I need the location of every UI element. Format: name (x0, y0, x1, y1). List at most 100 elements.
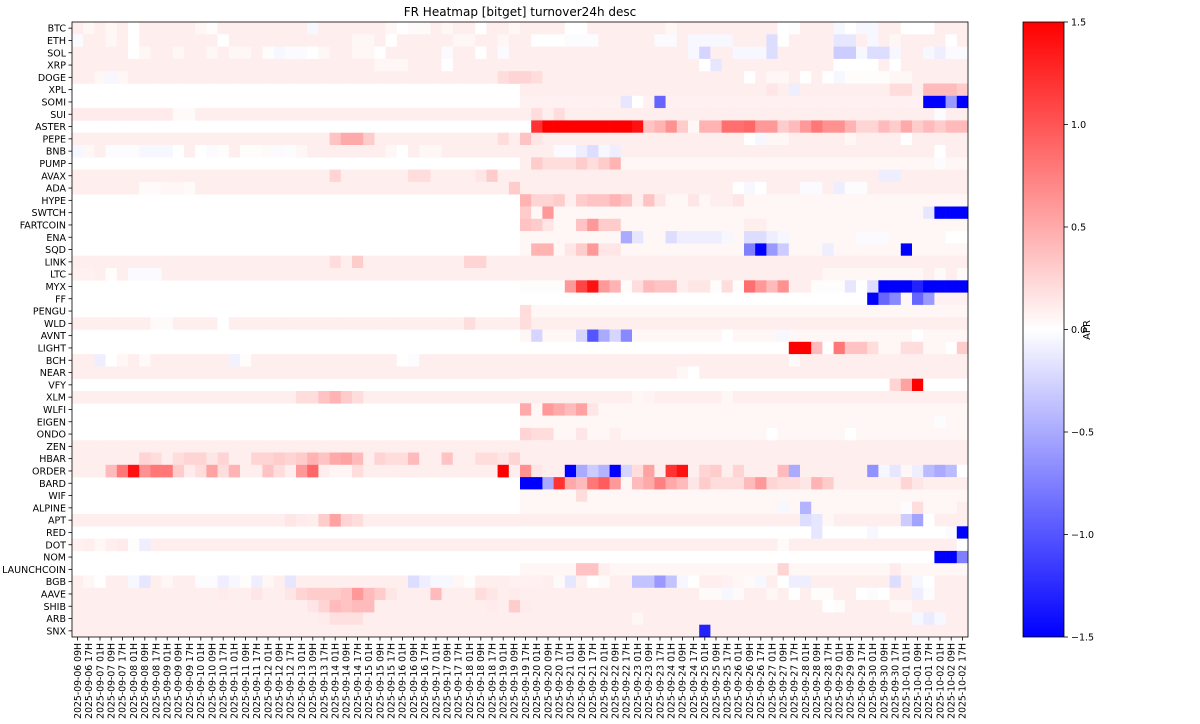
heatmap-cell (508, 452, 521, 466)
heatmap-cell (161, 34, 174, 47)
heatmap-cell (318, 612, 330, 625)
heatmap-cell (710, 317, 722, 330)
heatmap-cell (811, 575, 823, 589)
heatmap-cell (587, 464, 599, 478)
heatmap-cell (284, 181, 297, 195)
heatmap-cell (273, 46, 286, 60)
heatmap-cell (72, 108, 84, 121)
heatmap-cell (710, 243, 722, 256)
heatmap-cell (744, 206, 756, 220)
heatmap-cell (688, 391, 700, 404)
heatmap-cell (318, 354, 330, 367)
y-tick-label: LIGHT (38, 343, 67, 354)
heatmap-cell (419, 440, 431, 453)
heatmap-cell (228, 464, 241, 478)
heatmap-cell (363, 366, 375, 379)
heatmap-cell (408, 600, 420, 613)
heatmap-cell (822, 95, 834, 109)
heatmap-cell (374, 108, 386, 121)
heatmap-cell (889, 243, 902, 256)
heatmap-cell (744, 587, 756, 601)
heatmap-cell (822, 391, 834, 404)
y-tick-label: BNB (46, 147, 66, 158)
heatmap-cell (83, 575, 95, 589)
heatmap-cell (598, 218, 610, 232)
heatmap-cell (956, 108, 969, 121)
heatmap-cell (867, 304, 879, 318)
heatmap-cell (822, 464, 834, 478)
heatmap-cell (161, 366, 174, 379)
heatmap-cell (856, 501, 868, 515)
heatmap-cell (329, 538, 342, 552)
heatmap-cell (587, 120, 599, 133)
x-tick-label: 2025-09-17 09H (443, 643, 454, 719)
heatmap-cell (150, 600, 162, 613)
heatmap-cell (710, 575, 722, 589)
heatmap-cell (228, 366, 241, 379)
heatmap-cell (956, 624, 969, 638)
y-tick-label: ORDER (32, 466, 66, 477)
heatmap-cell (945, 501, 958, 515)
heatmap-cell (564, 243, 577, 256)
x-tick-label: 2025-09-08 17H (151, 643, 162, 719)
heatmap-cell (531, 415, 543, 429)
heatmap-cell (609, 292, 622, 306)
heatmap-cell (811, 403, 823, 416)
heatmap-cell (833, 243, 846, 256)
heatmap-cell (352, 612, 364, 625)
heatmap-cell (273, 71, 286, 84)
heatmap-cell (296, 71, 308, 84)
heatmap-cell (856, 292, 868, 306)
heatmap-cell (105, 464, 118, 478)
heatmap-cell (721, 317, 734, 330)
heatmap-cell (307, 317, 319, 330)
heatmap-cell (363, 440, 375, 453)
heatmap-cell (116, 391, 129, 404)
heatmap-cell (710, 231, 722, 244)
heatmap-cell (206, 600, 218, 613)
heatmap-cell (788, 120, 801, 133)
heatmap-cell (587, 231, 599, 244)
heatmap-cell (777, 120, 790, 133)
heatmap-cell (83, 612, 95, 625)
heatmap-cell (352, 391, 364, 404)
heatmap-cell (822, 304, 834, 318)
heatmap-cell (128, 181, 140, 195)
heatmap-cell (956, 341, 969, 355)
heatmap-cell (844, 526, 857, 539)
heatmap-cell (912, 415, 924, 429)
heatmap-cell (609, 22, 622, 35)
heatmap-cell (441, 538, 454, 552)
heatmap-cell (900, 587, 913, 601)
heatmap-cell (632, 501, 644, 515)
heatmap-cell (419, 132, 431, 146)
heatmap-cell (956, 514, 969, 527)
heatmap-cell (676, 218, 689, 232)
heatmap-cell (419, 22, 431, 35)
heatmap-cell (744, 366, 756, 379)
heatmap-cell (788, 181, 801, 195)
heatmap-cell (732, 255, 745, 269)
heatmap-cell (856, 440, 868, 453)
heatmap-cell (542, 526, 554, 539)
heatmap-cell (788, 550, 801, 564)
heatmap-cell (710, 354, 722, 367)
heatmap-cell (699, 563, 711, 576)
heatmap-cell (598, 280, 610, 293)
heatmap-cell (508, 71, 521, 84)
heatmap-cell (307, 46, 319, 60)
heatmap-cell (408, 71, 420, 84)
heatmap-cell (329, 612, 342, 625)
heatmap-cell (643, 477, 655, 490)
heatmap-cell (419, 354, 431, 367)
heatmap-cell (956, 538, 969, 552)
heatmap-cell (732, 427, 745, 441)
heatmap-cell (609, 83, 622, 97)
heatmap-cell (318, 58, 330, 72)
heatmap-cell (172, 538, 185, 552)
heatmap-cell (520, 415, 532, 429)
heatmap-cell (83, 46, 95, 60)
heatmap-cell (396, 600, 409, 613)
heatmap-cell (273, 58, 286, 72)
heatmap-cell (139, 145, 151, 158)
